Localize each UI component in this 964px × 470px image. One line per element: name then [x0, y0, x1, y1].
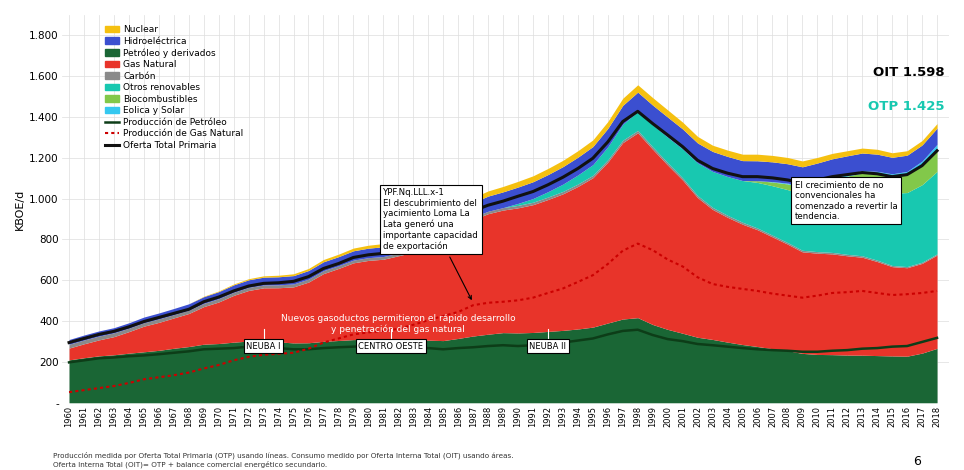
Text: OTP 1.425: OTP 1.425 — [868, 100, 945, 113]
Text: CENTRO OESTE: CENTRO OESTE — [359, 342, 423, 351]
Text: 6: 6 — [913, 454, 921, 468]
Y-axis label: KBOE/d: KBOE/d — [15, 188, 25, 229]
Text: OIT 1.598: OIT 1.598 — [872, 66, 945, 78]
Text: Nuevos gasoductos permitieron el rápido desarrollo
y penetración del gas natural: Nuevos gasoductos permitieron el rápido … — [281, 313, 516, 334]
Text: Producción medida por Oferta Total Primaria (OTP) usando líneas. Consumo medido : Producción medida por Oferta Total Prima… — [53, 452, 514, 468]
Text: YPF.Nq.LLL.x-1
El descubrimiento del
yacimiento Loma La
Lata generó una
importan: YPF.Nq.LLL.x-1 El descubrimiento del yac… — [384, 188, 478, 299]
Legend: Nuclear, Hidroeléctrica, Petróleo y derivados, Gas Natural, Carbón, Otros renova: Nuclear, Hidroeléctrica, Petróleo y deri… — [101, 22, 247, 153]
Text: NEUBA I: NEUBA I — [247, 342, 281, 351]
Text: El crecimiento de no
convencionales ha
comenzado a revertir la
tendencia.: El crecimiento de no convencionales ha c… — [795, 181, 897, 221]
Text: NEUBA II: NEUBA II — [529, 342, 567, 351]
